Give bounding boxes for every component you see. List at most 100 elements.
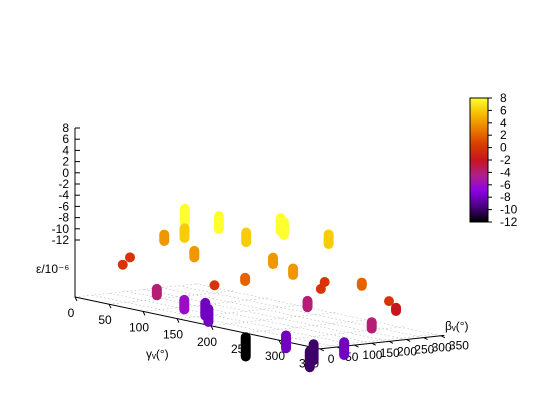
z-tick-label: -8 [58,211,69,225]
data-point [304,346,315,373]
y-tick-label: 200 [397,344,417,358]
base-grid [74,283,441,350]
data-point [240,272,251,287]
grid-line-beta [178,285,424,338]
grid-line-beta [92,294,338,348]
data-point [366,317,377,334]
grid-line-gamma [176,304,302,319]
data-point [288,263,299,280]
data-point [203,304,214,327]
grid-line-gamma [74,283,200,298]
grid-line-beta [144,289,390,342]
z-tick-label: 0 [62,166,69,180]
grid-line-beta [126,291,372,344]
colorbar-tick-label: -2 [500,153,511,167]
y-tick-label: 350 [449,339,469,353]
z-tick-label: -12 [52,233,70,247]
x-tick-mark [278,339,282,345]
y-tick-label: 0 [328,352,335,366]
x-axis-label: γᵥ(°) [146,347,169,361]
x-tick-label: 150 [163,328,183,342]
z-tick-label: 8 [62,121,69,135]
y-tick-mark [319,348,325,352]
data-point [209,280,220,291]
z-tick-label: -4 [58,188,69,202]
y-tick-mark [440,335,446,339]
data-point [117,259,128,270]
z-tick-label: -10 [52,222,70,236]
colorbar-tick-label: -6 [500,178,511,192]
data-point [179,223,190,243]
grid-line-gamma [312,333,438,348]
x-tick-mark [176,318,180,323]
colorbar-gradient [469,97,489,223]
colorbar-tick-label: -10 [500,203,518,217]
x-tick-label: 50 [98,313,112,327]
y-tick-mark [406,339,411,342]
data-point [278,217,289,240]
z-tick-label: -2 [58,177,69,191]
x-tick-label: 200 [197,335,217,349]
y-tick-label: 250 [414,342,434,356]
data-point [315,283,326,294]
data-point [179,203,190,227]
z-tick-label: 6 [62,132,69,146]
z-tick-label: 4 [62,143,69,157]
data-point [302,295,313,313]
data-point [241,227,252,248]
colorbar-tick-label: -12 [500,215,518,229]
grid-line-gamma [142,297,268,312]
grid-line-beta [109,292,355,346]
z-tick-label: 2 [62,155,69,169]
colorbar-tick-label: 2 [500,128,507,142]
data-point [213,211,224,234]
data-point [356,277,367,291]
z-tick-label: -6 [58,199,69,213]
colorbar-tick-label: -8 [500,190,511,204]
grid-line-gamma [210,312,336,327]
y-tick-label: 100 [362,348,382,362]
data-point [268,252,279,270]
colorbar-tick-label: 0 [500,141,507,155]
y-tick-mark [423,337,428,341]
x-tick-mark [74,296,78,302]
colorbar-tick-label: -4 [500,165,511,179]
grid-line-gamma [108,290,234,305]
y-axis-label: βᵥ(°) [445,319,469,333]
y-tick-mark [354,344,359,348]
colorbar-tick-label: 6 [500,103,507,117]
colorbar-tick-label: 4 [500,116,507,130]
data-point [339,337,350,361]
z-axis-label: ε/10⁻⁶ [36,262,69,276]
colorbar-tick-label: 8 [500,91,507,105]
data-points [117,203,402,373]
data-point [240,332,251,362]
data-point [323,229,334,250]
x-tick-label: 100 [129,320,149,334]
data-point [384,296,394,307]
x-tick-mark [108,303,112,309]
data-point [179,294,190,315]
grid-line-beta [196,283,441,337]
grid-line-gamma [244,319,370,334]
grid-line-beta [161,287,407,340]
data-point [281,330,292,354]
data-point [151,283,162,301]
x-tick-mark [142,311,146,316]
y-tick-mark [388,340,394,344]
data-point [159,229,170,246]
data-point [189,245,200,263]
data-point [391,302,402,316]
y-tick-mark [371,342,376,346]
x-tick-label: 0 [68,306,75,320]
data-point [125,252,135,263]
y-tick-label: 300 [432,341,452,355]
x-tick-label: 300 [265,349,285,363]
axes [74,128,445,350]
y-tick-label: 150 [380,346,400,360]
